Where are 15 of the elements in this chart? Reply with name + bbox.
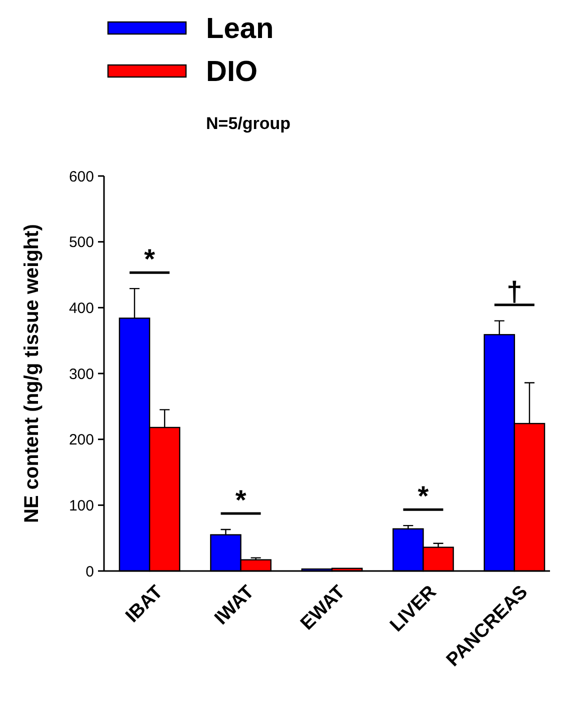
annotation: * — [235, 484, 246, 516]
y-tick-label: 600 — [68, 168, 94, 186]
legend-label: Lean — [206, 13, 274, 45]
y-tick-label: 400 — [68, 300, 94, 317]
y-tick-label: 100 — [68, 497, 94, 514]
y-tick-label: 0 — [86, 563, 94, 580]
annotation: * — [144, 244, 156, 275]
y-tick-label: 200 — [68, 432, 94, 449]
y-tick-label: 300 — [68, 366, 94, 383]
y-tick-label: 500 — [68, 234, 94, 252]
y-axis-title: NE content (ng/g tissue weight) — [21, 224, 43, 523]
legend-label: DIO — [206, 56, 258, 88]
annotation: * — [418, 480, 429, 512]
text: N=5/group — [206, 114, 291, 133]
annotation: † — [506, 276, 522, 307]
